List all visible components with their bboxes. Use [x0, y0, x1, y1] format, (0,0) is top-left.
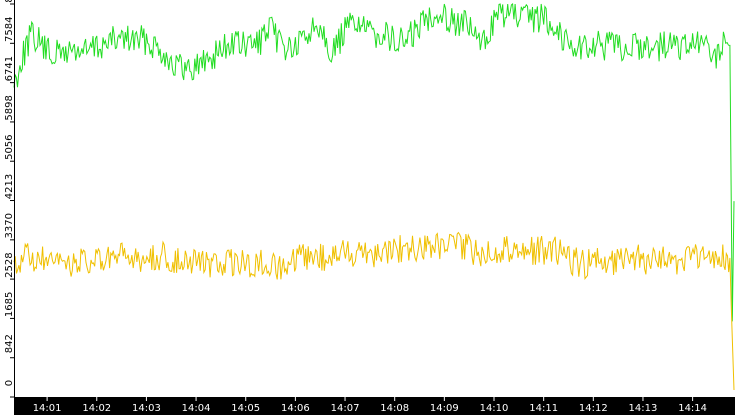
- series-2-line: [13, 231, 735, 391]
- y-tick-label: 7584: [4, 17, 15, 42]
- y-tick-label: 5898: [4, 95, 15, 120]
- y-tick-label: 8427: [4, 0, 15, 3]
- series-1-line: [13, 3, 735, 322]
- y-tick-label: 842: [4, 334, 15, 353]
- y-tick-label: 4213: [4, 174, 15, 199]
- y-tick-label: 3370: [4, 213, 15, 238]
- x-tick-label: 14:12: [579, 403, 608, 414]
- x-tick-label: 14:06: [281, 403, 310, 414]
- x-tick-label: 14:08: [380, 403, 409, 414]
- y-tick-label: 5056: [4, 134, 15, 159]
- x-tick-label: 14:07: [331, 403, 360, 414]
- y-tick-label: 6741: [4, 56, 15, 81]
- x-axis-ticks: 14:01 14:02 14:03 14:04 14:05 14:06 14:07 14:08…: [33, 397, 707, 414]
- x-tick-label: 14:03: [132, 403, 161, 414]
- x-tick-label: 14:09: [430, 403, 459, 414]
- y-tick-label: 1685: [4, 292, 15, 317]
- y-axis-ticks: 0 842 1685 2528 3370 4213 5056 5898 6741 7584 8427: [4, 0, 15, 398]
- x-tick-label: 14:04: [182, 403, 211, 414]
- x-axis-band: [14, 397, 735, 415]
- x-tick-label: 14:14: [678, 403, 707, 414]
- x-tick-label: 14:02: [82, 403, 111, 414]
- y-tick-label: 0: [4, 380, 15, 386]
- y-tick-label: 2528: [4, 252, 15, 277]
- plot-area: [13, 3, 735, 391]
- x-tick-label: 14:10: [480, 403, 509, 414]
- x-tick-label: 14:01: [33, 403, 62, 414]
- x-tick-label: 14:11: [529, 403, 558, 414]
- x-tick-label: 14:05: [231, 403, 260, 414]
- x-tick-label: 14:13: [629, 403, 658, 414]
